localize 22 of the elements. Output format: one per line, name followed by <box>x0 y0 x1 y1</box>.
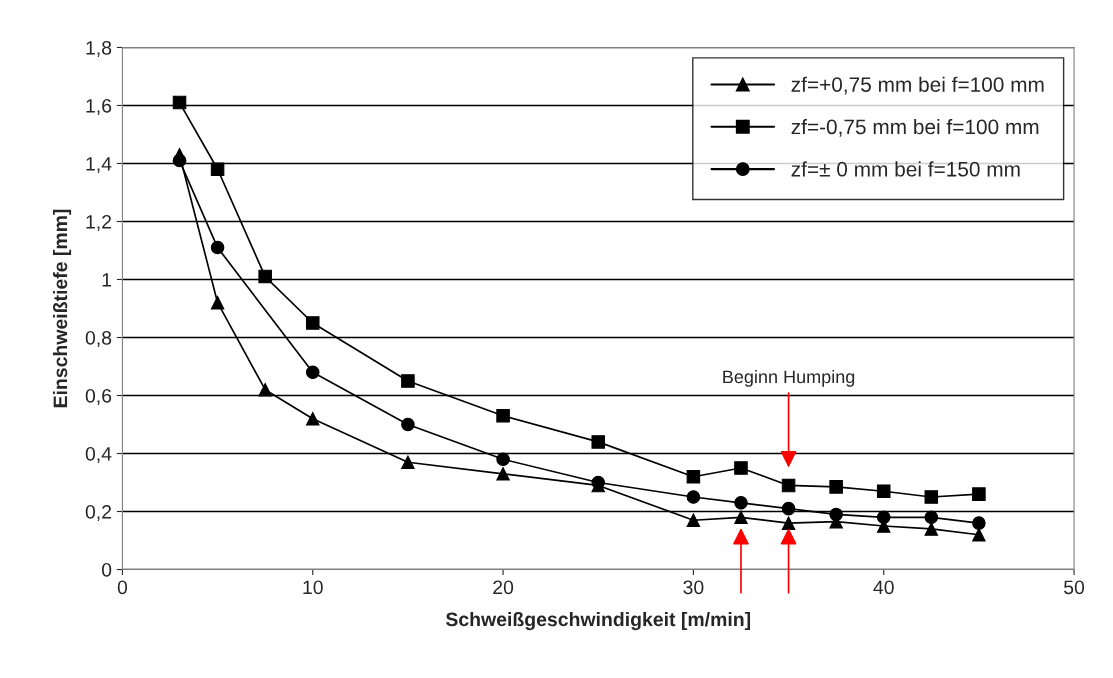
x-tick-label: 20 <box>493 580 514 595</box>
x-tick-label: 40 <box>873 580 894 595</box>
x-axis-title: Schweißgeschwindigkeit [m/min] <box>445 611 751 631</box>
x-tick-label: 0 <box>117 580 128 595</box>
y-tick-label: 1,2 <box>86 214 112 232</box>
y-tick-label: 0 <box>101 562 112 577</box>
y-tick-label: 1,6 <box>86 98 112 115</box>
x-tick-label: 10 <box>303 580 323 595</box>
y-axis-title: Einschweißtiefe [mm] <box>52 209 72 408</box>
y-tick-label: 0,2 <box>85 504 112 522</box>
x-tick-label: 50 <box>1064 580 1085 595</box>
y-tick-label: 1 <box>102 273 112 287</box>
legend-label: zf=+0,75 mm bei f=100 mm <box>791 76 1044 95</box>
y-tick-label: 1,8 <box>86 40 112 57</box>
y-tick-label: 0,4 <box>85 446 112 464</box>
x-tick-label: 30 <box>683 580 704 595</box>
legend-label: zf=± 0 mm bei f=150 mm <box>791 161 1020 177</box>
y-tick-label: 0,8 <box>85 330 112 348</box>
legend-label: zf=-0,75 mm bei f=100 mm <box>791 118 1039 137</box>
annotation: Beginn Humping <box>723 369 855 387</box>
y-tick-label: 0,6 <box>85 388 112 406</box>
y-tick-label: 1,4 <box>86 157 112 174</box>
